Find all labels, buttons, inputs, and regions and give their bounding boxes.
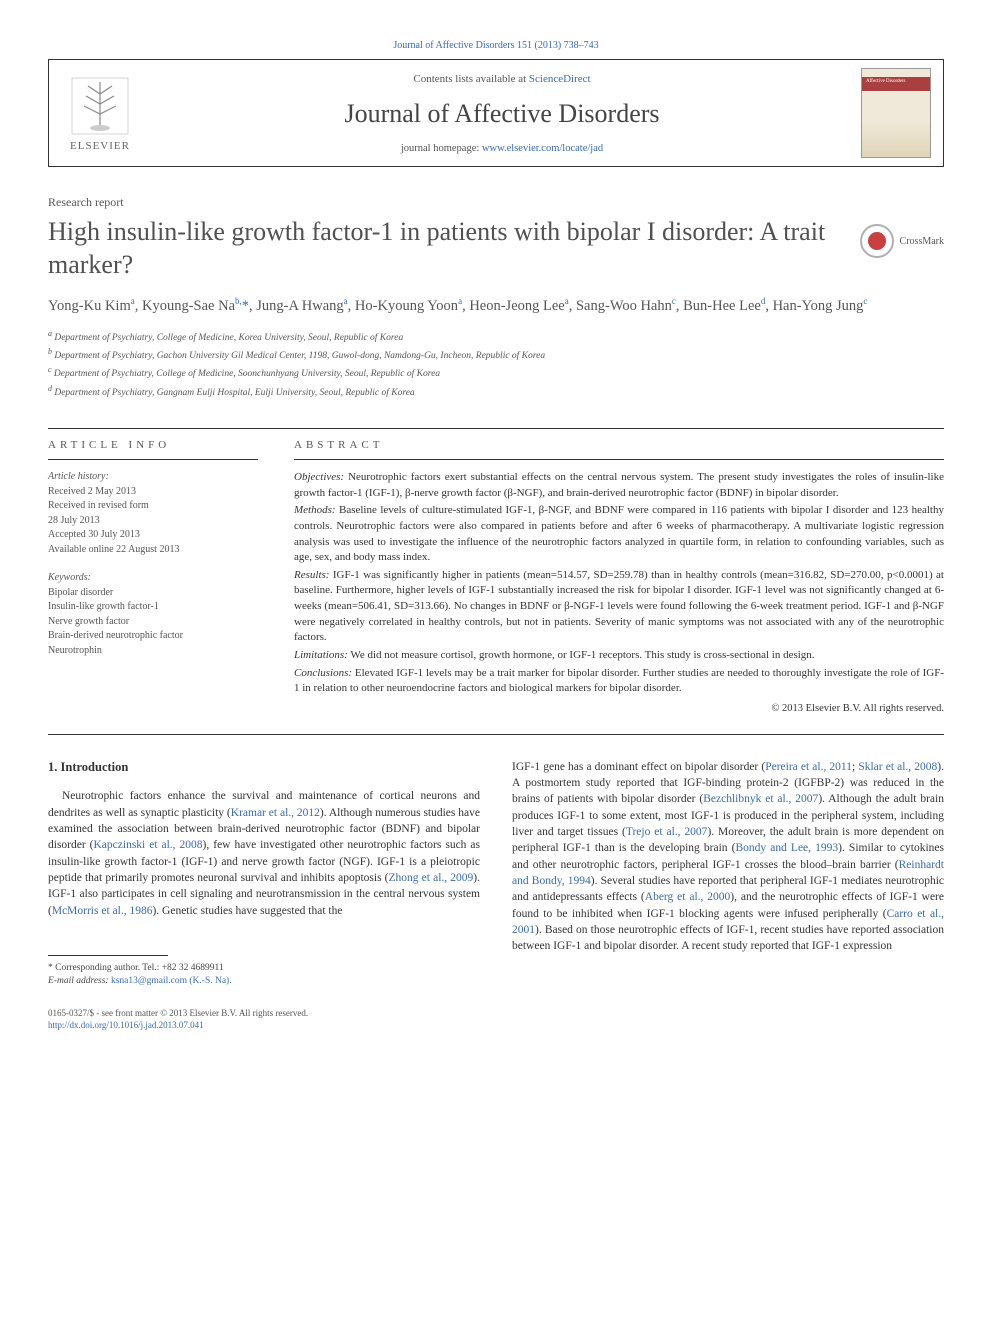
publisher-name: ELSEVIER [70,140,130,152]
abstract-bottom-rule [48,734,944,735]
abstract-section: Results: IGF-1 was significantly higher … [294,568,944,646]
elsevier-tree-icon [68,74,132,138]
affiliation-item: c Department of Psychiatry, College of M… [48,364,944,381]
citation-link[interactable]: Bondy and Lee, 1993 [735,842,838,854]
crossmark-label: CrossMark [900,236,944,247]
keyword-item: Neurotrophin [48,644,258,659]
journal-header: ELSEVIER Contents lists available at Sci… [48,60,944,167]
history-line: 28 July 2013 [48,514,258,529]
keyword-item: Brain-derived neurotrophic factor [48,629,258,644]
sciencedirect-link[interactable]: ScienceDirect [529,73,591,85]
history-line: Accepted 30 July 2013 [48,528,258,543]
history-line: Received 2 May 2013 [48,485,258,500]
keyword-item: Insulin-like growth factor-1 [48,600,258,615]
introduction-heading: 1. Introduction [48,759,480,777]
doi-link[interactable]: http://dx.doi.org/10.1016/j.jad.2013.07.… [48,1020,204,1030]
author-list: Yong-Ku Kima, Kyoung-Sae Nab,*, Jung-A H… [48,295,944,318]
affiliation-item: d Department of Psychiatry, Gangnam Eulj… [48,383,944,400]
citation-link[interactable]: Kramar et al., 2012 [231,807,320,819]
citation-link[interactable]: Sklar et al., 2008 [858,761,937,773]
citation-link[interactable]: Kapczinski et al., 2008 [94,839,203,851]
crossmark-icon [860,224,894,258]
crossmark-widget[interactable]: CrossMark [860,224,944,258]
abstract-copyright: © 2013 Elsevier B.V. All rights reserved… [294,703,944,714]
article-type-label: Research report [48,195,944,210]
journal-name: Journal of Affective Disorders [155,99,849,129]
citation-link[interactable]: Trejo et al., 2007 [626,826,708,838]
article-info-heading: article info [48,429,258,460]
corresponding-email-link[interactable]: ksna13@gmail.com (K.-S. Na). [111,976,232,986]
abstract-section: Limitations: We did not measure cortisol… [294,648,944,664]
journal-homepage-link[interactable]: www.elsevier.com/locate/jad [482,143,603,154]
article-title: High insulin-like growth factor-1 in pat… [48,216,840,281]
abstract-heading: abstract [294,429,944,460]
abstract-section: Objectives: Neurotrophic factors exert s… [294,470,944,501]
affiliation-list: a Department of Psychiatry, College of M… [48,328,944,401]
keyword-item: Bipolar disorder [48,586,258,601]
citation-link[interactable]: Carro et al., 2001 [512,908,944,936]
abstract-body: Objectives: Neurotrophic factors exert s… [294,470,944,697]
keyword-item: Nerve growth factor [48,615,258,630]
history-line: Received in revised form [48,499,258,514]
keywords-block: Keywords: Bipolar disorderInsulin-like g… [48,571,258,658]
citation-link[interactable]: McMorris et al., 1986 [52,905,153,917]
citation-link[interactable]: Aberg et al., 2000 [645,891,731,903]
abstract-section: Methods: Baseline levels of culture-stim… [294,503,944,565]
affiliation-item: a Department of Psychiatry, College of M… [48,328,944,345]
affiliation-item: b Department of Psychiatry, Gachon Unive… [48,346,944,363]
citation-link[interactable]: Bezchlibnyk et al., 2007 [703,793,818,805]
running-head-citation: Journal of Affective Disorders 151 (2013… [48,40,944,51]
history-line: Available online 22 August 2013 [48,543,258,558]
journal-cover-thumbnail: Affective Disorders [861,68,931,158]
journal-homepage-line: journal homepage: www.elsevier.com/locat… [155,143,849,154]
citation-link[interactable]: Zhong et al., 2009 [389,872,474,884]
body-column-right: IGF-1 gene has a dominant effect on bipo… [512,759,944,1032]
article-history-block: Article history: Received 2 May 2013Rece… [48,470,258,557]
elsevier-logo: ELSEVIER [61,68,139,158]
footnote-separator [48,955,168,956]
contents-lists-line: Contents lists available at ScienceDirec… [155,73,849,85]
citation-link[interactable]: Pereira et al., 2011 [765,761,852,773]
corresponding-author-footnote: * Corresponding author. Tel.: +82 32 468… [48,962,480,989]
issn-doi-block: 0165-0327/$ - see front matter © 2013 El… [48,1007,480,1032]
abstract-section: Conclusions: Elevated IGF-1 levels may b… [294,666,944,697]
body-column-left: 1. Introduction Neurotrophic factors enh… [48,759,480,1032]
citation-link[interactable]: Reinhardt and Bondy, 1994 [512,859,944,887]
